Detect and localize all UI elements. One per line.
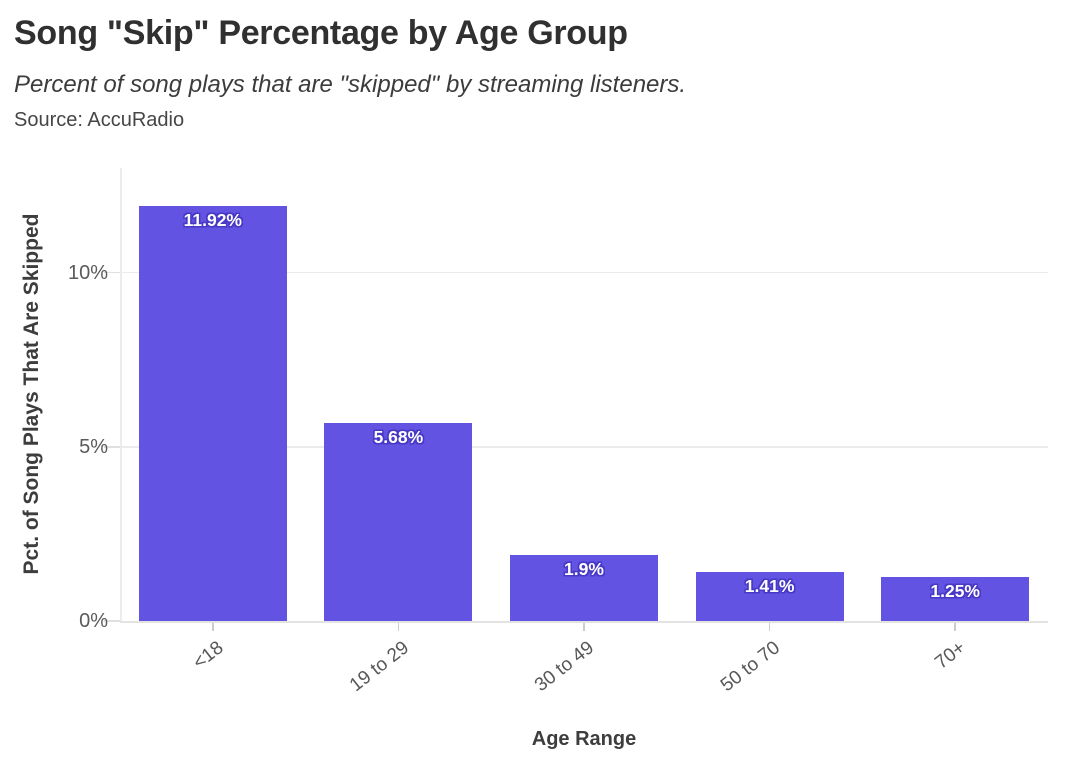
x-tick-mark — [954, 623, 956, 631]
y-tick-label: 0% — [79, 610, 108, 632]
x-tick-mark — [583, 623, 585, 631]
y-tick-label: 10% — [67, 261, 108, 284]
x-category-label: 30 to 49 — [531, 637, 599, 697]
bar-30-to-49 — [510, 554, 658, 621]
chart-subtitle: Percent of song plays that are "skipped"… — [14, 71, 687, 98]
bar-value-label: 1.9% — [564, 558, 604, 579]
bar-value-label: 5.68% — [373, 427, 424, 448]
x-category-label: <18 — [188, 637, 228, 674]
bar-value-label: 1.41% — [744, 575, 795, 596]
x-category-label: 50 to 70 — [716, 637, 784, 697]
x-tick-mark — [212, 623, 214, 631]
x-tick-mark — [768, 623, 771, 631]
bar-value-label: 1.25% — [930, 581, 980, 602]
y-tick-label: 5% — [79, 435, 108, 458]
chart-source: Source: AccuRadio — [14, 109, 185, 131]
bar-value-label: 11.92% — [183, 209, 242, 230]
bar--18 — [138, 205, 287, 621]
y-axis-line — [120, 168, 122, 621]
bar-70- — [881, 577, 1030, 621]
chart-title: Song "Skip" Percentage by Age Group — [14, 14, 628, 52]
y-tick-mark — [104, 271, 120, 274]
bar-19-to-29 — [324, 423, 473, 621]
gridline — [120, 271, 1048, 274]
bar-50-to-70 — [695, 571, 844, 621]
x-axis-title: Age Range — [531, 728, 637, 750]
x-tick-mark — [397, 623, 400, 631]
x-axis-line — [120, 621, 1048, 623]
y-tick-mark — [104, 620, 120, 622]
x-category-label: 70+ — [931, 637, 970, 674]
x-category-label: 19 to 29 — [345, 637, 413, 697]
y-tick-mark — [104, 446, 120, 448]
gridline — [120, 446, 1048, 448]
